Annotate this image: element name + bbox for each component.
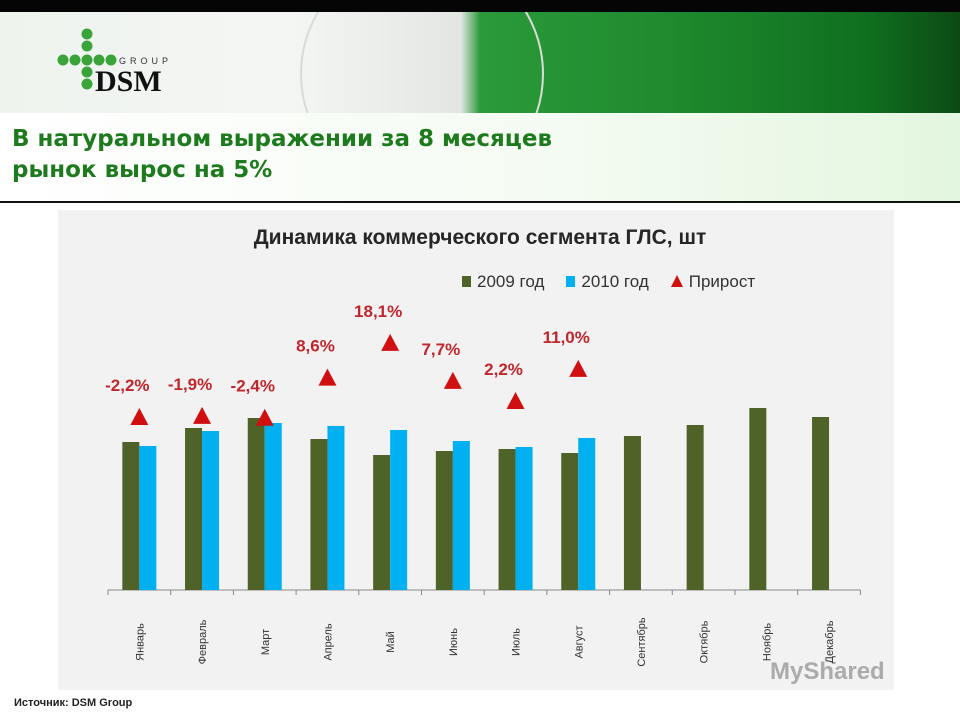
growth-marker [506,391,525,409]
legend-swatch [566,276,576,287]
growth-marker [381,333,400,351]
slide-title-line: В натуральном выражении за 8 месяцев [12,126,553,152]
dsm-logo: GROUP DSM [55,28,195,103]
bar-2009 [812,417,830,590]
legend-item-growth: Прирост [670,272,756,292]
chart-legend: 2009 год 2010 год Прирост [462,272,755,292]
bar-2009 [247,418,265,590]
growth-marker [569,359,588,377]
bar-2010 [390,430,408,590]
legend-label: Прирост [688,272,756,291]
x-tick-label: Март [260,629,272,655]
bar-2009 [623,436,641,590]
legend-label: 2009 год [477,272,545,291]
triangle-icon [670,275,683,287]
x-tick-label: Июль [511,628,523,656]
top-bar [0,0,960,12]
source-note: Источник: DSM Group [14,697,133,709]
x-tick-label: Октябрь [699,620,711,663]
x-tick-label: Ноябрь [761,623,773,661]
growth-marker [255,408,274,426]
x-tick-label: Август [573,625,585,658]
chart-title: Динамика коммерческого сегмента ГЛС, шт [253,226,707,249]
bar-2010 [327,426,345,590]
growth-label: 11,0% [543,328,590,347]
growth-label: 2,2% [484,360,523,379]
logo-subtext: GROUP [119,56,172,66]
growth-marker [318,368,337,386]
x-tick-label: Апрель [322,623,334,661]
x-tick-label: Июнь [448,628,460,656]
growth-marker [193,406,212,424]
x-tick-label: Сентябрь [636,617,648,667]
growth-label: -2,4% [231,377,275,396]
growth-label: 18,1% [354,302,402,321]
bar-2009 [310,439,328,590]
bar-2009 [749,408,767,590]
x-tick-label: Январь [134,623,146,661]
watermark: MyShared [770,658,885,685]
x-tick-label: Декабрь [824,620,836,663]
x-tick-label: Май [385,631,397,653]
divider [0,201,960,203]
header-banner [0,12,960,113]
x-tick-label: Февраль [197,619,209,664]
legend-label: 2010 год [581,272,649,291]
title-area [0,113,960,201]
bar-2010 [202,431,220,590]
logo-text: DSM [95,65,162,98]
legend-swatch [462,276,471,287]
bar-2010 [578,438,596,590]
slide-title: В натуральном выражении за 8 месяцев рын… [12,124,552,186]
clock-decoration [300,12,544,113]
bar-2009 [373,455,391,590]
slide-title-line: рынок вырос на 5% [12,157,273,183]
legend-item-2009: 2009 год [462,272,544,292]
growth-marker [443,371,462,389]
bar-2010 [452,441,470,590]
bar-2009 [498,449,516,590]
bar-2009 [122,442,140,590]
growth-label: 7,7% [421,340,460,359]
bar-2010 [515,447,533,590]
bar-2009 [686,425,704,590]
legend-item-2010: 2010 год [566,272,649,292]
growth-label: -1,9% [168,375,212,394]
bar-2010 [264,423,282,590]
bar-2009 [561,453,579,590]
bar-2010 [139,446,157,590]
bar-2009 [435,451,453,590]
growth-marker [130,408,149,425]
growth-label: 8,6% [296,337,335,356]
growth-label: -2,2% [105,376,149,395]
bar-2009 [185,428,203,590]
